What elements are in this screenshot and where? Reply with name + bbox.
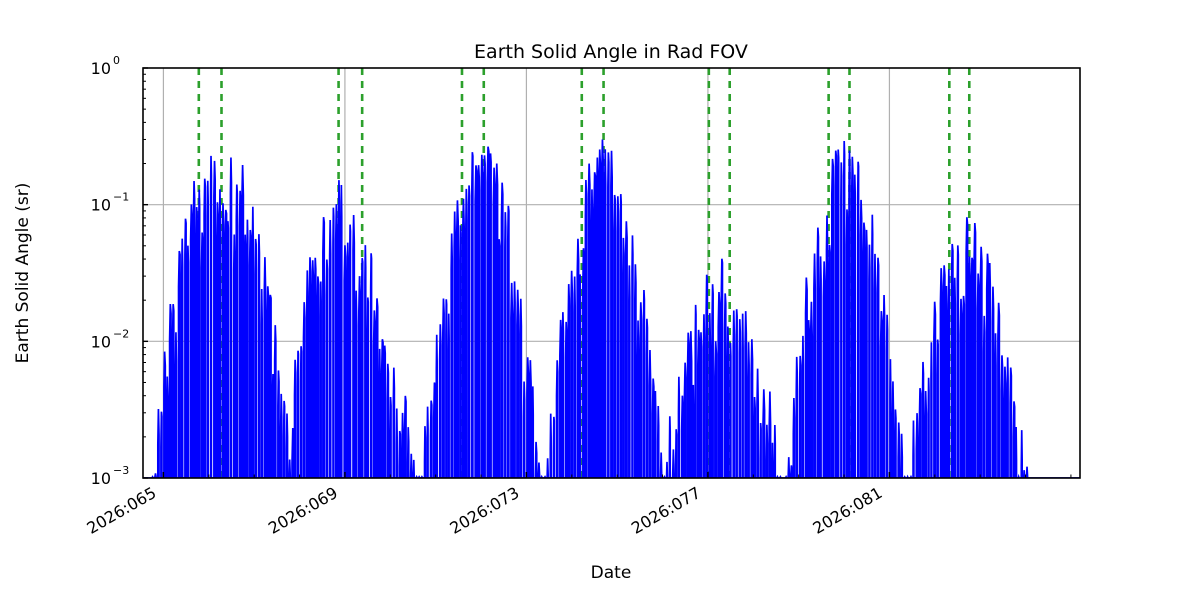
y-axis-title: Earth Solid Angle (sr) <box>13 183 33 364</box>
svg-text:10: 10 <box>91 332 111 351</box>
svg-text:−1: −1 <box>113 191 129 204</box>
svg-text:10: 10 <box>91 196 111 215</box>
svg-text:−2: −2 <box>113 327 129 340</box>
y-tick-label: 10 −1 <box>91 191 130 215</box>
svg-text:−3: −3 <box>113 464 129 477</box>
y-tick-label: 10 −2 <box>91 327 130 351</box>
y-tick-label: 10 −3 <box>91 464 130 488</box>
data-series-line <box>143 139 1080 478</box>
axes-frame <box>142 67 1081 479</box>
chart-title: Earth Solid Angle in Rad FOV <box>474 41 748 63</box>
svg-text:0: 0 <box>113 54 120 67</box>
x-axis-title: Date <box>591 563 632 583</box>
data-series-group <box>143 139 1080 478</box>
y-tick-label: 10 0 <box>91 54 120 78</box>
svg-text:10: 10 <box>91 469 111 488</box>
svg-text:10: 10 <box>91 59 111 78</box>
